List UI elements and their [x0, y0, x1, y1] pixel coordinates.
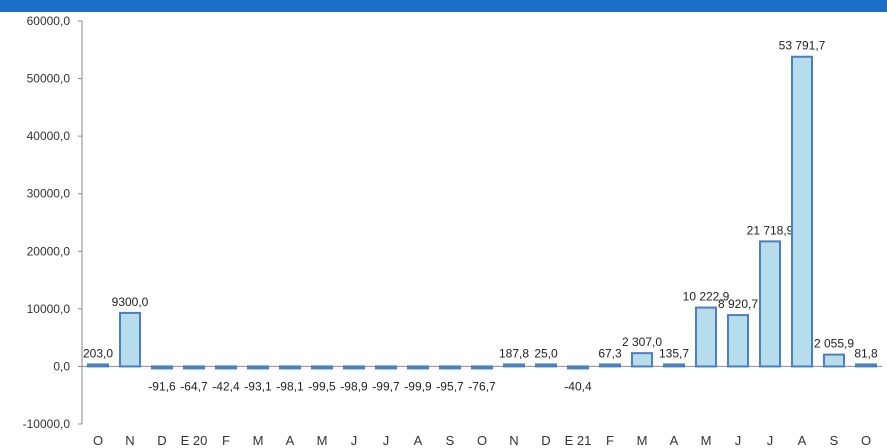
data-label: -93,1: [244, 379, 272, 393]
data-label: 2 055,9: [814, 337, 854, 351]
data-label: 10 222,9: [683, 290, 730, 304]
y-tick-label: 50000,0: [27, 72, 71, 86]
bar: [311, 365, 333, 370]
data-label: -64,7: [180, 379, 208, 393]
data-label: 21 718,9: [747, 223, 794, 237]
bar: [503, 363, 525, 368]
data-label: 25,0: [534, 346, 558, 360]
bar: [631, 352, 653, 368]
x-tick-label: M: [253, 433, 264, 448]
x-tick-label: J: [351, 433, 358, 448]
x-tick-label: A: [286, 433, 295, 448]
bar: [439, 365, 461, 370]
x-tick-label: O: [477, 433, 487, 448]
x-tick-label: N: [125, 433, 134, 448]
x-tick-label: N: [509, 433, 518, 448]
data-label: 187,8: [499, 346, 529, 360]
x-tick-label: D: [157, 433, 166, 448]
data-label: -99,9: [404, 379, 432, 393]
x-tick-label: S: [446, 433, 455, 448]
data-label: 67,3: [598, 346, 622, 360]
data-label: -40,4: [564, 379, 592, 393]
x-tick-label: M: [701, 433, 712, 448]
data-label: -98,9: [340, 379, 368, 393]
data-label: -95,7: [436, 379, 464, 393]
data-label: -98,1: [276, 379, 304, 393]
y-tick-label: 0,0: [53, 359, 70, 373]
bar: [119, 311, 141, 368]
bar: [215, 365, 237, 370]
bar: [727, 314, 749, 368]
y-tick-label: 20000,0: [27, 244, 71, 258]
bar: [247, 365, 269, 370]
y-tick-label: 10000,0: [27, 302, 71, 316]
y-tick-label: -10000,0: [23, 417, 71, 431]
bar: [471, 365, 493, 370]
x-tick-label: J: [383, 433, 390, 448]
bar: [87, 363, 109, 368]
x-tick-label: F: [222, 433, 230, 448]
data-label: 8 920,7: [718, 297, 758, 311]
bar: [855, 363, 877, 368]
bar: [343, 365, 365, 370]
bar: [535, 363, 557, 368]
bar: [823, 353, 845, 368]
x-tick-label: M: [637, 433, 648, 448]
x-tick-label: J: [767, 433, 774, 448]
bar: [407, 365, 429, 370]
x-tick-label: A: [414, 433, 423, 448]
x-tick-label: A: [670, 433, 679, 448]
bar: [279, 365, 301, 370]
data-label: 81,8: [854, 346, 878, 360]
x-tick-label: A: [798, 433, 807, 448]
y-tick-label: 30000,0: [27, 187, 71, 201]
data-label: 2 307,0: [622, 335, 662, 349]
x-tick-label: O: [93, 433, 103, 448]
bar: [695, 306, 717, 368]
header-bar: [0, 0, 887, 12]
bar: [663, 363, 685, 368]
x-tick-label: E 20: [181, 433, 208, 448]
x-tick-label: M: [317, 433, 328, 448]
bar: [375, 365, 397, 370]
bar: [599, 363, 621, 368]
data-label: 135,7: [659, 346, 689, 360]
bar: [567, 365, 589, 370]
x-tick-label: E 21: [565, 433, 592, 448]
y-tick-label: 60000,0: [27, 14, 71, 28]
data-label: 53 791,7: [779, 39, 826, 53]
data-label: -99,5: [308, 379, 336, 393]
data-label: -99,7: [372, 379, 400, 393]
x-tick-label: J: [735, 433, 742, 448]
bar: [151, 365, 173, 370]
bar: [759, 240, 781, 368]
y-tick-label: 40000,0: [27, 129, 71, 143]
bar: [791, 55, 813, 368]
x-tick-label: F: [606, 433, 614, 448]
bar: [183, 365, 205, 370]
x-tick-label: S: [830, 433, 839, 448]
x-tick-label: D: [541, 433, 550, 448]
data-label: 9300,0: [112, 295, 149, 309]
data-label: -42,4: [212, 379, 240, 393]
x-tick-label: O: [861, 433, 871, 448]
data-label: -76,7: [468, 379, 496, 393]
data-label: 203,0: [83, 346, 113, 360]
data-label: -91,6: [148, 379, 176, 393]
